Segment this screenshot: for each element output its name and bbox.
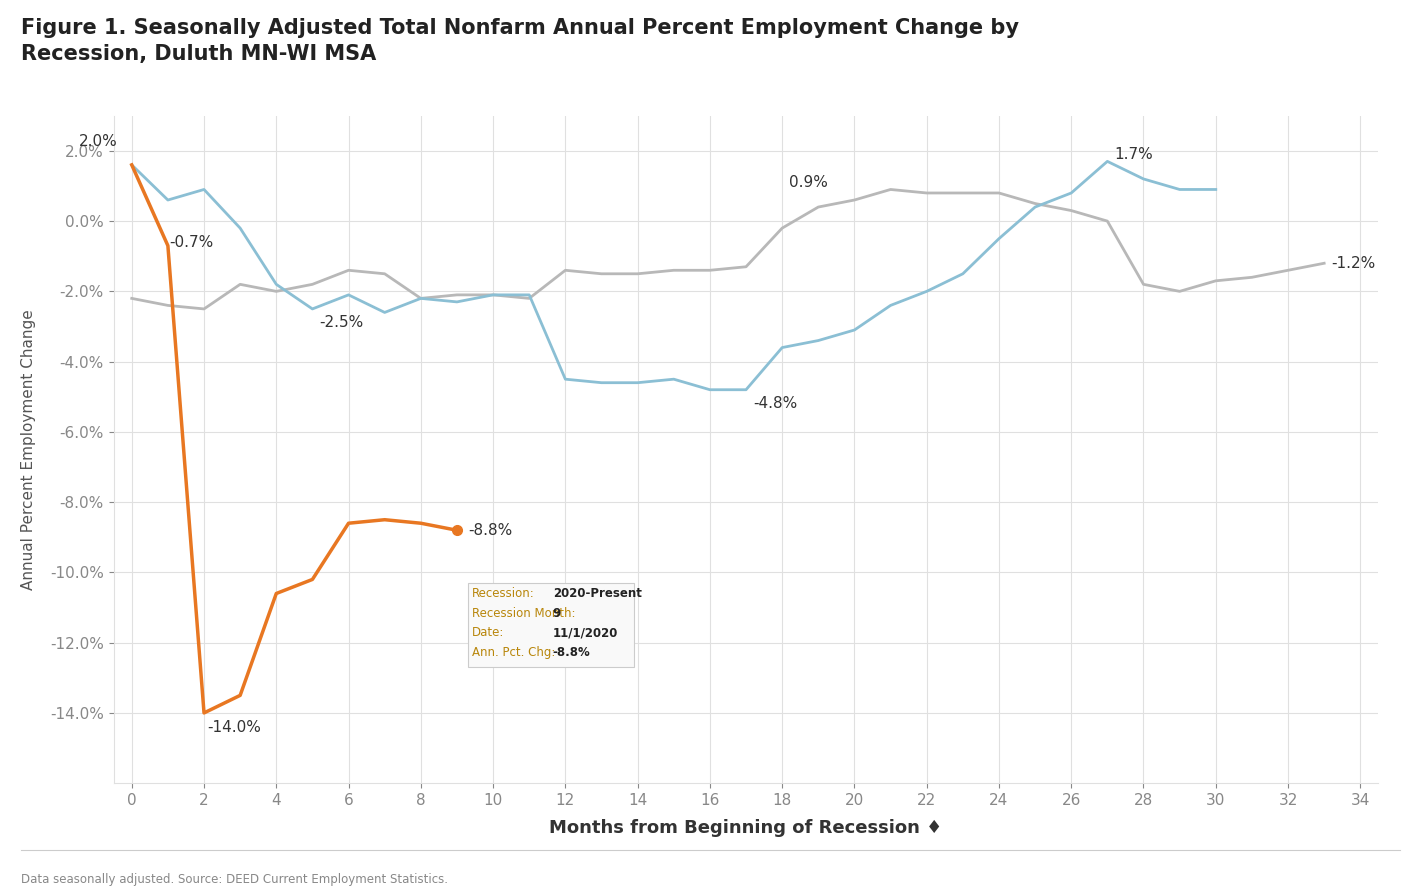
Text: Figure 1. Seasonally Adjusted Total Nonfarm Annual Percent Employment Change by
: Figure 1. Seasonally Adjusted Total Nonf… xyxy=(21,18,1019,64)
FancyBboxPatch shape xyxy=(468,583,634,668)
Text: 1.7%: 1.7% xyxy=(1114,147,1154,162)
Text: 2.0%: 2.0% xyxy=(78,134,118,150)
Text: Date:: Date: xyxy=(472,627,504,639)
Text: 9: 9 xyxy=(553,607,561,619)
Text: -1.2%: -1.2% xyxy=(1331,255,1376,271)
Text: 0.9%: 0.9% xyxy=(790,175,828,190)
Text: 2020-Present: 2020-Present xyxy=(553,587,642,600)
Text: -8.8%: -8.8% xyxy=(553,646,591,659)
Text: Ann. Pct. Chg:: Ann. Pct. Chg: xyxy=(472,646,556,659)
Text: -0.7%: -0.7% xyxy=(169,235,215,250)
Text: Data seasonally adjusted. Source: DEED Current Employment Statistics.: Data seasonally adjusted. Source: DEED C… xyxy=(21,872,448,886)
Y-axis label: Annual Percent Employment Change: Annual Percent Employment Change xyxy=(21,309,36,590)
Text: Recession:: Recession: xyxy=(472,587,534,600)
Text: 11/1/2020: 11/1/2020 xyxy=(553,627,618,639)
Text: -2.5%: -2.5% xyxy=(320,315,364,330)
Text: -14.0%: -14.0% xyxy=(207,720,261,735)
X-axis label: Months from Beginning of Recession ♦: Months from Beginning of Recession ♦ xyxy=(550,819,942,837)
Text: -4.8%: -4.8% xyxy=(753,396,797,411)
Text: -8.8%: -8.8% xyxy=(468,522,512,538)
Text: Recession Month:: Recession Month: xyxy=(472,607,576,619)
